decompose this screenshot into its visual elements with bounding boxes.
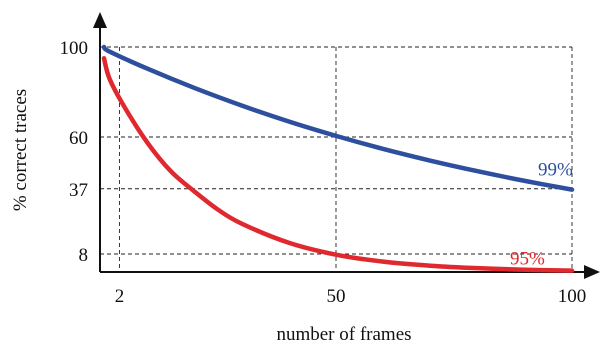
x-tick-label-100: 100	[558, 286, 587, 307]
grid	[100, 46, 573, 272]
tick-labels: 8 37 60 100 2 50 100	[60, 38, 587, 307]
series-1-line	[101, 44, 575, 192]
series-2-line	[101, 56, 575, 273]
x-axis-arrow	[584, 265, 600, 279]
series: 99% 95%	[101, 44, 575, 273]
labels: number of frames % correct traces	[10, 89, 412, 345]
series-2-label: 95%	[510, 249, 545, 270]
y-tick-label-100: 100	[60, 38, 89, 59]
y-tick-label-37: 37	[69, 180, 88, 201]
axes	[93, 12, 600, 279]
x-axis-title: number of frames	[276, 324, 411, 345]
series-1-label: 99%	[538, 160, 573, 181]
y-tick-label-60: 60	[69, 128, 88, 149]
y-axis-arrow	[93, 12, 107, 28]
x-tick-label-2: 2	[115, 286, 125, 307]
x-tick-label-50: 50	[327, 286, 346, 307]
y-axis-title: % correct traces	[10, 89, 31, 211]
y-tick-label-8: 8	[79, 245, 89, 266]
